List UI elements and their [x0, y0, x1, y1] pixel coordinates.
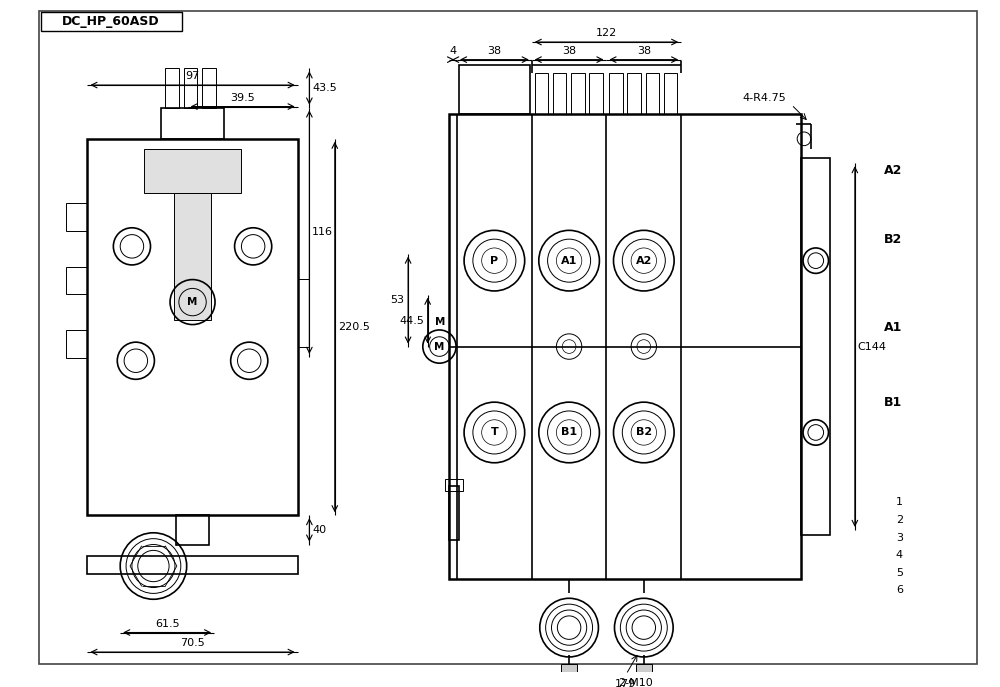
Bar — [184, 69, 197, 108]
Text: 53: 53 — [390, 295, 404, 305]
Bar — [449, 114, 801, 578]
Bar — [66, 203, 87, 231]
Bar — [87, 556, 298, 574]
Text: T: T — [491, 427, 498, 438]
Bar — [165, 69, 179, 108]
Text: 39.5: 39.5 — [230, 93, 255, 102]
Bar — [174, 192, 211, 319]
Text: B1: B1 — [561, 427, 577, 438]
Text: 38: 38 — [562, 46, 576, 56]
Bar — [161, 108, 224, 139]
Bar — [664, 74, 677, 114]
Text: DC_HP_60ASD: DC_HP_60ASD — [62, 15, 160, 28]
Text: 4: 4 — [450, 46, 457, 56]
Text: B2: B2 — [636, 427, 652, 438]
Bar — [66, 267, 87, 294]
Bar — [449, 486, 459, 539]
Text: 97: 97 — [185, 71, 200, 81]
Text: 44.5: 44.5 — [400, 315, 425, 326]
Bar — [535, 74, 548, 114]
Bar — [445, 479, 463, 491]
Text: A2: A2 — [884, 164, 903, 177]
Text: 61.5: 61.5 — [155, 618, 179, 629]
Text: 38: 38 — [487, 46, 501, 56]
Text: A1: A1 — [884, 322, 903, 335]
Text: M: M — [435, 317, 445, 327]
Text: 4: 4 — [896, 550, 903, 561]
Bar — [87, 139, 298, 515]
Text: 2-M10: 2-M10 — [618, 679, 653, 687]
Bar — [561, 664, 577, 673]
Text: 4-R4.75: 4-R4.75 — [743, 93, 786, 102]
Bar — [66, 330, 87, 358]
Text: 38: 38 — [637, 46, 651, 56]
Text: C144: C144 — [858, 341, 887, 352]
Bar — [553, 74, 566, 114]
Text: P: P — [490, 256, 498, 266]
Bar — [801, 159, 830, 534]
Text: M: M — [187, 297, 198, 307]
Text: B2: B2 — [884, 234, 902, 246]
Bar — [459, 65, 530, 114]
Text: 43.5: 43.5 — [312, 83, 337, 93]
Text: A1: A1 — [561, 256, 577, 266]
Text: 5: 5 — [896, 568, 903, 578]
Text: M: M — [434, 341, 445, 352]
Text: 2: 2 — [896, 515, 903, 525]
Text: 3: 3 — [896, 532, 903, 543]
Text: 70.5: 70.5 — [180, 638, 205, 648]
Text: 1: 1 — [896, 497, 903, 508]
Text: 116: 116 — [312, 227, 333, 237]
Text: B1: B1 — [884, 396, 902, 409]
Bar — [609, 74, 623, 114]
Text: 220.5: 220.5 — [338, 322, 370, 332]
Bar — [202, 69, 216, 108]
Bar — [41, 12, 182, 32]
Bar — [144, 148, 241, 192]
Bar — [646, 74, 659, 114]
Bar — [571, 74, 585, 114]
Bar — [589, 74, 603, 114]
Bar — [627, 74, 641, 114]
Text: A2: A2 — [636, 256, 652, 266]
Text: 122: 122 — [596, 28, 617, 38]
Bar — [298, 279, 309, 347]
Text: 6: 6 — [896, 585, 903, 596]
Bar — [176, 515, 209, 545]
Text: 40: 40 — [312, 525, 326, 535]
Bar — [636, 664, 652, 673]
Text: 179: 179 — [615, 679, 636, 687]
